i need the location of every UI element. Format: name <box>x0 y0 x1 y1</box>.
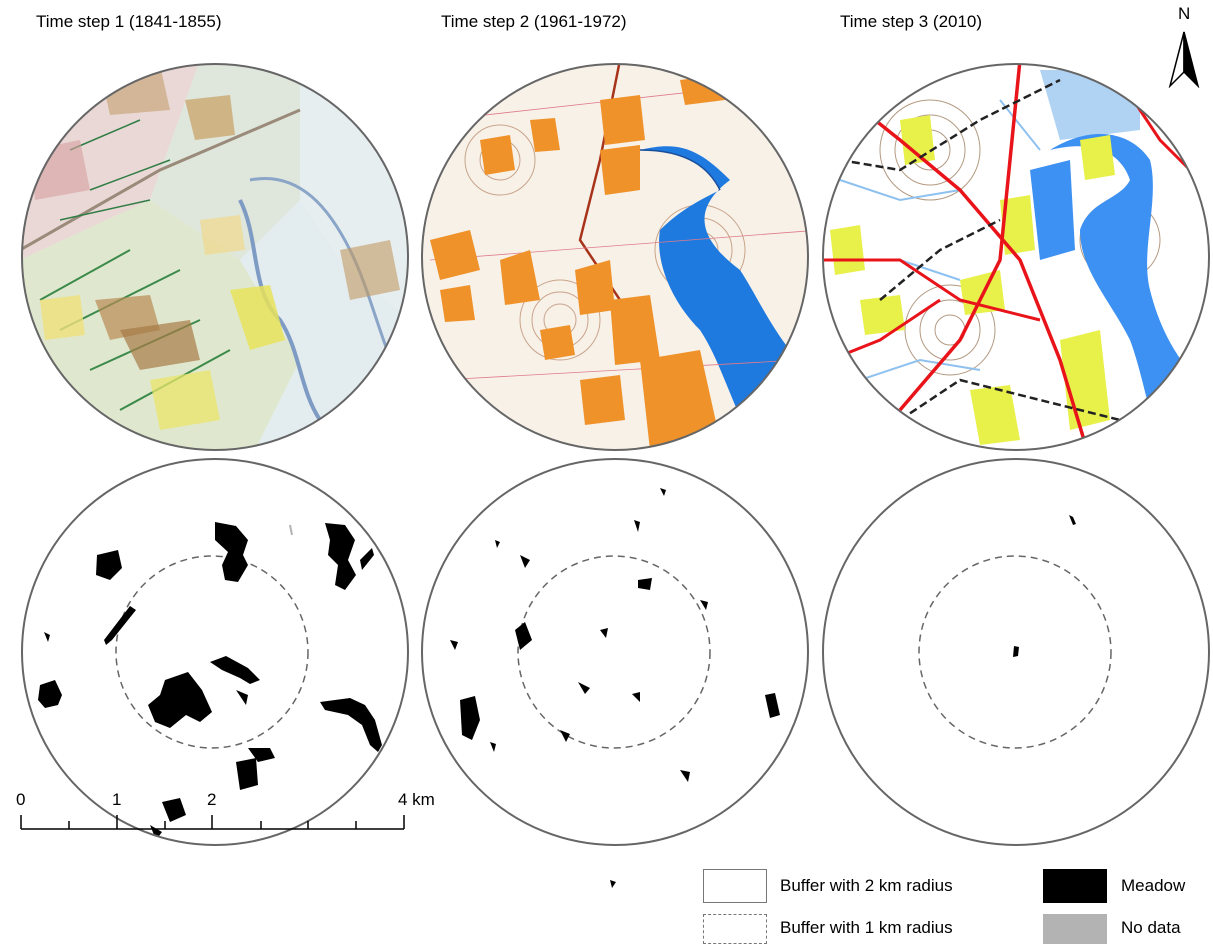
modern-map-2010 <box>823 64 1209 450</box>
legend-meadow-swatch <box>1043 869 1107 903</box>
map-1-outline <box>21 63 409 451</box>
legend-buffer-1km-swatch <box>703 914 767 944</box>
legend-meadow-label: Meadow <box>1121 876 1186 895</box>
legend-buffer-2km-label: Buffer with 2 km radius <box>780 876 953 895</box>
buffer-1km-1 <box>115 555 309 749</box>
map-2-outline <box>421 63 809 451</box>
north-label: N <box>1178 4 1191 23</box>
title-time-step-2: Time step 2 (1961-1972) <box>441 12 627 31</box>
legend-buffer-1km-label: Buffer with 1 km radius <box>780 918 953 937</box>
scale-tick-1: 1 <box>112 790 122 809</box>
legend-no-data-swatch <box>1043 914 1107 944</box>
buffer-1km-2 <box>517 555 711 749</box>
meadow-map-1841-1855 <box>21 458 409 846</box>
legend-buffer-2km-swatch <box>703 869 767 903</box>
meadow-map-1961-1972 <box>421 458 809 888</box>
scale-tick-0: 0 <box>16 790 26 809</box>
buffer-1km-3 <box>918 555 1112 749</box>
north-arrow-icon <box>1168 31 1200 89</box>
scale-tick-2: 2 <box>207 790 217 809</box>
buffer-2km-1 <box>21 458 409 846</box>
historical-map-1841-1855 <box>22 64 408 450</box>
scale-tick-4km: 4 km <box>398 790 435 809</box>
title-time-step-1: Time step 1 (1841-1855) <box>36 12 222 31</box>
map-3-outline <box>822 63 1210 451</box>
title-time-step-3: Time step 3 (2010) <box>840 12 983 31</box>
scale-bar <box>20 815 405 830</box>
north-arrow: N <box>1164 4 1204 89</box>
legend-no-data-label: No data <box>1121 918 1181 937</box>
meadow-map-2010 <box>822 458 1210 846</box>
buffer-2km-2 <box>421 458 809 846</box>
